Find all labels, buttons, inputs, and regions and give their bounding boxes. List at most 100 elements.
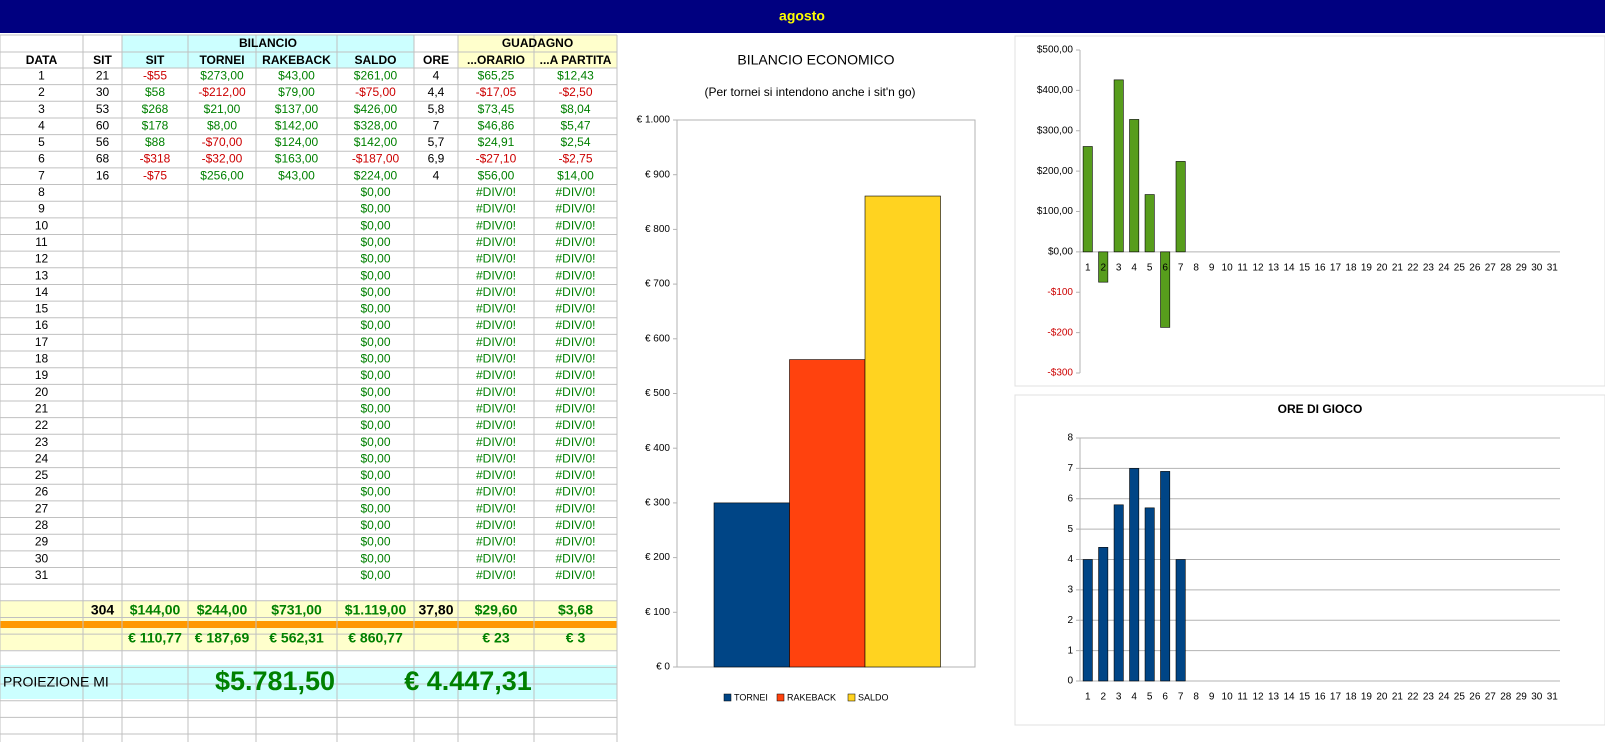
cell: -$27,10 xyxy=(476,152,517,166)
cell: $0,00 xyxy=(360,352,390,366)
euro-cell: € 187,69 xyxy=(195,630,250,646)
cell: $0,00 xyxy=(360,485,390,499)
y-tick-label: 8 xyxy=(1067,433,1073,444)
cell: 11 xyxy=(35,235,48,249)
cell: $0,00 xyxy=(360,468,390,482)
cell: #DIV/0! xyxy=(476,485,516,499)
y-tick-label: € 500 xyxy=(645,388,670,399)
cell: $0,00 xyxy=(360,401,390,415)
x-tick-label: 23 xyxy=(1423,263,1435,274)
cell: $142,00 xyxy=(275,118,319,132)
cell: #DIV/0! xyxy=(476,318,516,332)
y-tick-label: $400,00 xyxy=(1037,85,1074,96)
cell: $0,00 xyxy=(360,435,390,449)
cell: $0,00 xyxy=(360,451,390,465)
x-tick-label: 20 xyxy=(1376,263,1388,274)
cell: #DIV/0! xyxy=(476,335,516,349)
bar xyxy=(1175,559,1186,682)
x-tick-label: 30 xyxy=(1531,263,1543,274)
x-tick-label: 11 xyxy=(1237,692,1248,703)
cell: 3 xyxy=(38,102,45,116)
cell: $8,04 xyxy=(560,102,590,116)
y-tick-label: $100,00 xyxy=(1037,206,1074,217)
bar xyxy=(789,359,866,668)
cell: $0,00 xyxy=(360,518,390,532)
cell: #DIV/0! xyxy=(476,352,516,366)
x-tick-label: 6 xyxy=(1162,263,1168,274)
column-header: ORE xyxy=(423,53,449,67)
cell: 28 xyxy=(35,518,49,532)
x-tick-label: 9 xyxy=(1209,263,1215,274)
cell: #DIV/0! xyxy=(555,435,595,449)
cell: 2 xyxy=(38,85,45,99)
cell: 16 xyxy=(96,168,110,182)
cell: 23 xyxy=(35,435,49,449)
cell: #DIV/0! xyxy=(555,535,595,549)
column-header: SIT xyxy=(93,53,112,67)
y-tick-label: € 0 xyxy=(656,662,670,673)
cell: $224,00 xyxy=(354,168,398,182)
x-tick-label: 27 xyxy=(1485,263,1497,274)
cell: $142,00 xyxy=(354,135,398,149)
cell: -$318 xyxy=(140,152,171,166)
y-tick-label: $500,00 xyxy=(1037,45,1074,56)
cell: $0,00 xyxy=(360,285,390,299)
cell: $14,00 xyxy=(557,168,594,182)
x-tick-label: 18 xyxy=(1345,692,1357,703)
cell: 6 xyxy=(38,152,45,166)
y-tick-label: € 600 xyxy=(645,333,670,344)
cell: #DIV/0! xyxy=(555,185,595,199)
cell: #DIV/0! xyxy=(555,352,595,366)
chart-subtitle: (Per tornei si intendono anche i sit'n g… xyxy=(704,85,915,99)
cell: $88 xyxy=(145,135,165,149)
cell: $0,00 xyxy=(360,252,390,266)
cell: 53 xyxy=(96,102,110,116)
cell: $261,00 xyxy=(354,68,398,82)
cell: $268 xyxy=(142,102,169,116)
y-tick-label: $0,00 xyxy=(1048,247,1073,258)
cell: -$55 xyxy=(143,68,167,82)
cell: 7 xyxy=(38,168,45,182)
legend-swatch xyxy=(847,693,856,702)
x-tick-label: 23 xyxy=(1423,692,1435,703)
x-tick-label: 2 xyxy=(1100,692,1106,703)
cell: #DIV/0! xyxy=(476,451,516,465)
cell: #DIV/0! xyxy=(555,468,595,482)
x-tick-label: 17 xyxy=(1330,692,1342,703)
y-tick-label: 2 xyxy=(1067,615,1073,626)
cell: #DIV/0! xyxy=(476,501,516,515)
cell: 22 xyxy=(35,418,49,432)
cell: $137,00 xyxy=(275,102,319,116)
x-tick-label: 25 xyxy=(1454,263,1466,274)
cell: 26 xyxy=(35,485,49,499)
cell: 27 xyxy=(35,501,49,515)
cell: 5 xyxy=(38,135,45,149)
group-header: GUADAGNO xyxy=(502,36,573,50)
cell: #DIV/0! xyxy=(476,252,516,266)
cell: #DIV/0! xyxy=(476,285,516,299)
y-tick-label: -$100 xyxy=(1047,287,1073,298)
x-tick-label: 7 xyxy=(1178,692,1184,703)
cell: #DIV/0! xyxy=(555,202,595,216)
euro-bg xyxy=(0,628,617,650)
cell: #DIV/0! xyxy=(476,418,516,432)
x-tick-label: 31 xyxy=(1547,692,1559,703)
cell: #DIV/0! xyxy=(555,418,595,432)
x-tick-label: 6 xyxy=(1162,692,1168,703)
y-tick-label: € 1.000 xyxy=(637,115,671,126)
y-tick-label: € 200 xyxy=(645,552,670,563)
cell: -$17,05 xyxy=(476,85,517,99)
y-tick-label: € 300 xyxy=(645,498,670,509)
group-header: BILANCIO xyxy=(239,36,297,50)
cell: $65,25 xyxy=(478,68,515,82)
cell: #DIV/0! xyxy=(555,501,595,515)
total-cell: $29,60 xyxy=(475,602,518,618)
euro-cell: € 110,77 xyxy=(128,630,182,646)
cell: 29 xyxy=(35,535,49,549)
y-tick-label: $300,00 xyxy=(1037,125,1074,136)
y-tick-label: 7 xyxy=(1067,463,1073,474)
total-cell: 304 xyxy=(91,602,115,618)
cell: $2,54 xyxy=(560,135,590,149)
x-tick-label: 3 xyxy=(1116,692,1122,703)
cell: 7 xyxy=(433,118,440,132)
